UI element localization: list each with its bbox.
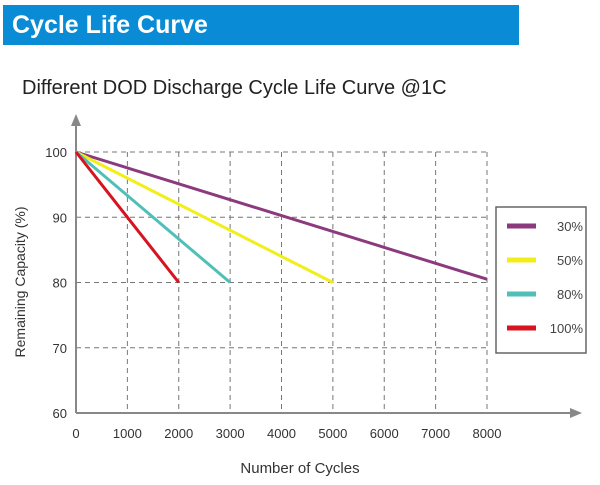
- series-line-100%: [74, 151, 180, 284]
- x-tick-label: 0: [72, 426, 79, 441]
- series-line-30%: [75, 150, 488, 281]
- y-tick-label: 80: [53, 276, 67, 291]
- legend-label: 50%: [557, 253, 583, 268]
- section-header: Cycle Life Curve: [3, 5, 519, 45]
- y-axis-arrow: [71, 114, 81, 126]
- legend-label: 30%: [557, 219, 583, 234]
- x-tick-label: 7000: [421, 426, 450, 441]
- x-axis-label: Number of Cycles: [240, 460, 359, 477]
- series-line-50%: [75, 150, 334, 284]
- x-axis-arrow: [570, 408, 582, 418]
- x-tick-label: 3000: [216, 426, 245, 441]
- x-tick-label: 1000: [113, 426, 142, 441]
- y-tick-label: 70: [53, 341, 67, 356]
- x-tick-label: 8000: [473, 426, 502, 441]
- section-title: Cycle Life Curve: [12, 11, 208, 39]
- y-tick-label: 60: [53, 406, 67, 421]
- legend-label: 80%: [557, 287, 583, 302]
- legend-label: 100%: [550, 321, 584, 336]
- y-axis-label: Remaining Capacity (%): [12, 207, 28, 358]
- x-tick-label: 2000: [164, 426, 193, 441]
- x-tick-label: 6000: [370, 426, 399, 441]
- y-tick-label: 100: [45, 145, 67, 160]
- chart-title: Different DOD Discharge Cycle Life Curve…: [22, 77, 447, 99]
- x-tick-label: 4000: [267, 426, 296, 441]
- x-tick-label: 5000: [318, 426, 347, 441]
- y-tick-label: 90: [53, 210, 67, 225]
- series-line-80%: [75, 150, 232, 284]
